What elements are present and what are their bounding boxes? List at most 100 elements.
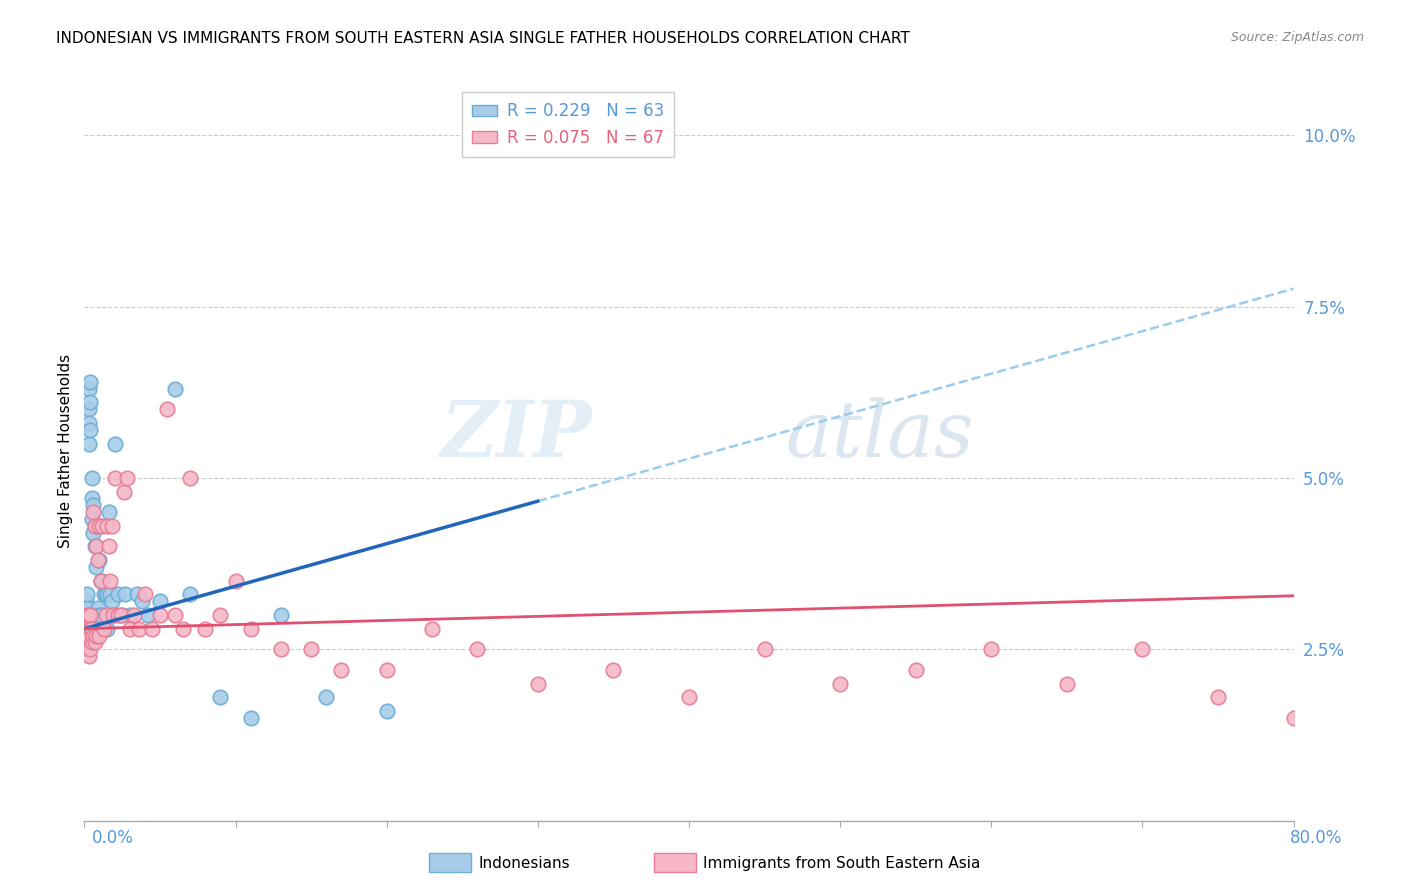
Point bbox=[134, 587, 156, 601]
Point bbox=[100, 519, 122, 533]
Point bbox=[239, 622, 262, 636]
Point bbox=[90, 574, 112, 588]
Point bbox=[149, 594, 172, 608]
Point bbox=[86, 628, 108, 642]
Point bbox=[79, 642, 101, 657]
Point bbox=[91, 574, 114, 588]
Point bbox=[315, 690, 337, 705]
Point bbox=[75, 622, 97, 636]
Point bbox=[89, 553, 111, 567]
Point bbox=[330, 663, 353, 677]
Point bbox=[141, 622, 163, 636]
Point bbox=[89, 628, 111, 642]
Text: atlas: atlas bbox=[786, 398, 974, 474]
Text: INDONESIAN VS IMMIGRANTS FROM SOUTH EASTERN ASIA SINGLE FATHER HOUSEHOLDS CORREL: INDONESIAN VS IMMIGRANTS FROM SOUTH EAST… bbox=[56, 31, 910, 46]
Point bbox=[165, 382, 187, 396]
Point bbox=[602, 663, 624, 677]
Point bbox=[127, 587, 149, 601]
Point bbox=[375, 704, 398, 718]
Point bbox=[118, 622, 141, 636]
Point bbox=[156, 402, 179, 417]
Point bbox=[89, 519, 111, 533]
Point bbox=[87, 519, 110, 533]
Point bbox=[209, 690, 232, 705]
Point bbox=[904, 663, 927, 677]
Point bbox=[104, 436, 127, 450]
Point bbox=[75, 594, 97, 608]
Point bbox=[94, 607, 117, 622]
Legend: R = 0.229   N = 63, R = 0.075   N = 67: R = 0.229 N = 63, R = 0.075 N = 67 bbox=[463, 92, 673, 157]
Point bbox=[82, 628, 104, 642]
Point bbox=[128, 622, 150, 636]
Point bbox=[86, 540, 108, 554]
Point bbox=[76, 642, 98, 657]
Point bbox=[830, 676, 852, 690]
Text: Indonesians: Indonesians bbox=[478, 856, 569, 871]
Text: Immigrants from South Eastern Asia: Immigrants from South Eastern Asia bbox=[703, 856, 980, 871]
Point bbox=[82, 622, 104, 636]
Point bbox=[165, 607, 187, 622]
Point bbox=[82, 525, 104, 540]
Point bbox=[1130, 642, 1153, 657]
Point bbox=[96, 519, 118, 533]
Point bbox=[84, 519, 107, 533]
Point bbox=[270, 642, 292, 657]
Point bbox=[299, 642, 322, 657]
Point bbox=[112, 484, 135, 499]
Point bbox=[101, 607, 124, 622]
Point bbox=[86, 615, 108, 629]
Point bbox=[270, 607, 292, 622]
Text: 80.0%: 80.0% bbox=[1291, 829, 1343, 847]
Point bbox=[97, 505, 120, 519]
Point bbox=[122, 607, 145, 622]
Text: 0.0%: 0.0% bbox=[91, 829, 134, 847]
Point bbox=[94, 587, 117, 601]
Point bbox=[86, 560, 108, 574]
Point bbox=[80, 607, 103, 622]
Point bbox=[98, 587, 121, 601]
Point bbox=[1056, 676, 1078, 690]
Point bbox=[110, 607, 132, 622]
Point bbox=[91, 519, 114, 533]
Point bbox=[79, 375, 101, 389]
Point bbox=[76, 642, 98, 657]
Point bbox=[1206, 690, 1229, 705]
Point bbox=[225, 574, 247, 588]
Point bbox=[77, 607, 100, 622]
Point bbox=[75, 607, 97, 622]
Point bbox=[179, 471, 201, 485]
Point bbox=[82, 498, 104, 512]
Point bbox=[75, 635, 97, 649]
Point bbox=[77, 649, 100, 664]
Point bbox=[107, 587, 129, 601]
Point bbox=[80, 491, 103, 506]
Point bbox=[97, 540, 120, 554]
Point bbox=[90, 607, 112, 622]
Point bbox=[75, 622, 97, 636]
Point bbox=[115, 471, 138, 485]
Point bbox=[76, 628, 98, 642]
Point bbox=[90, 574, 112, 588]
Point bbox=[80, 635, 103, 649]
Point bbox=[87, 553, 110, 567]
Point bbox=[96, 587, 118, 601]
Point bbox=[79, 615, 101, 629]
Point bbox=[209, 607, 232, 622]
Point bbox=[239, 711, 262, 725]
Point bbox=[104, 471, 127, 485]
Text: ZIP: ZIP bbox=[440, 398, 592, 474]
Point bbox=[89, 607, 111, 622]
Point bbox=[84, 635, 107, 649]
Point bbox=[172, 622, 194, 636]
Point bbox=[149, 607, 172, 622]
Point bbox=[91, 622, 114, 636]
Point bbox=[84, 622, 107, 636]
Point bbox=[82, 505, 104, 519]
Point bbox=[118, 607, 141, 622]
Point bbox=[93, 622, 115, 636]
Point bbox=[100, 594, 122, 608]
Point bbox=[79, 622, 101, 636]
Point bbox=[76, 601, 98, 615]
Point bbox=[101, 607, 124, 622]
Y-axis label: Single Father Households: Single Father Households bbox=[58, 353, 73, 548]
